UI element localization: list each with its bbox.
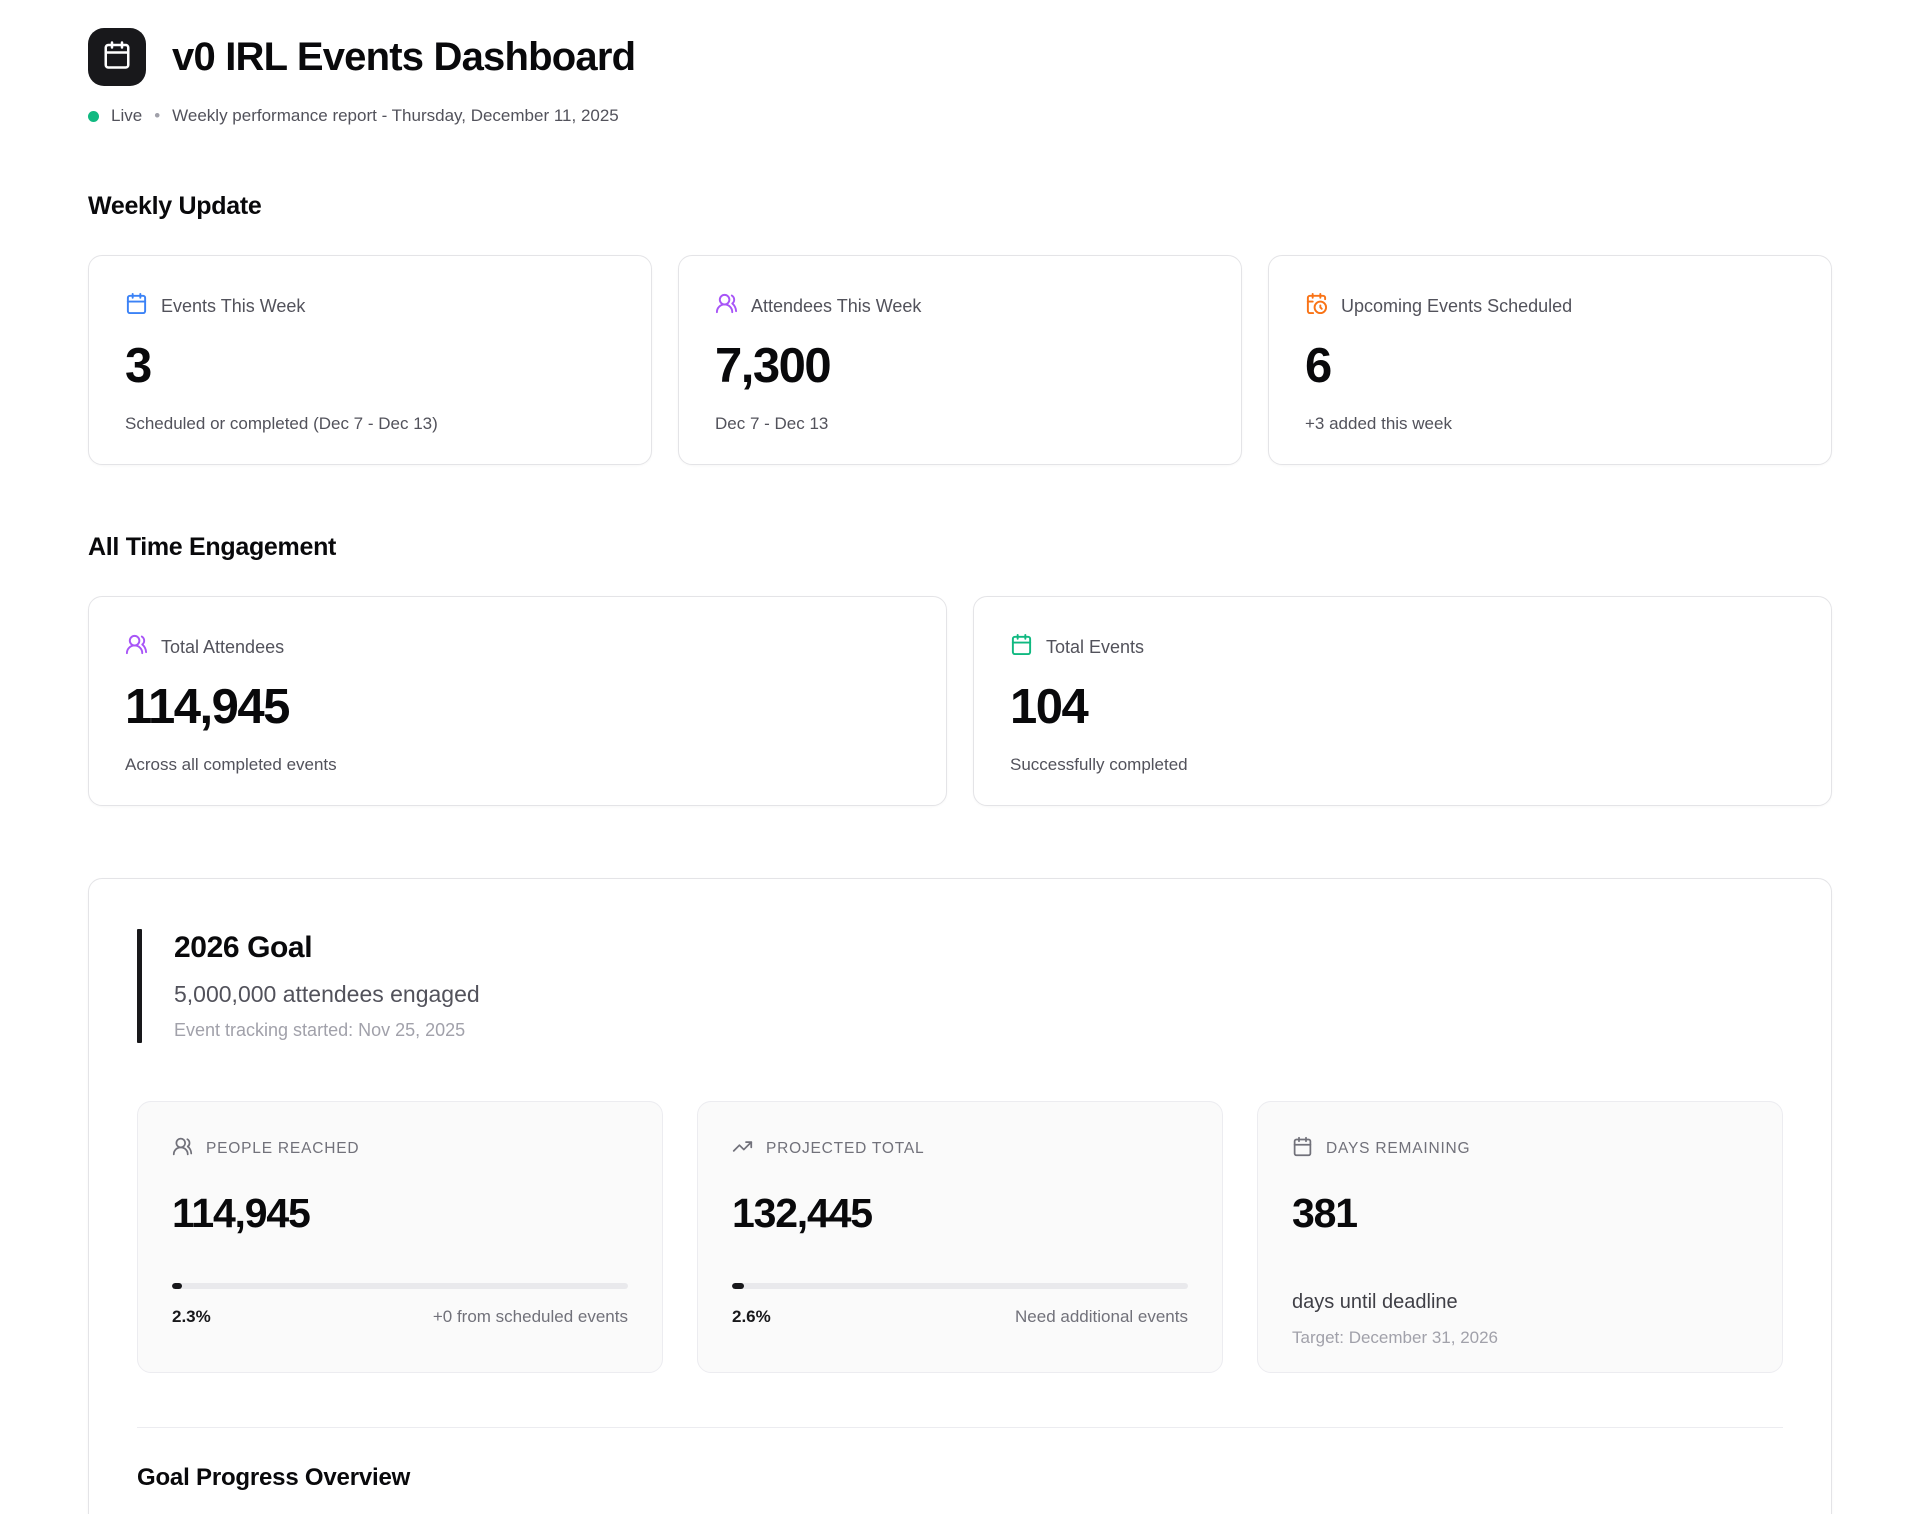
report-subtitle: Weekly performance report - Thursday, De…	[172, 106, 619, 125]
stat-card-value: 3	[125, 339, 152, 393]
progress-bar-fill	[732, 1283, 744, 1289]
metric-label-row: PEOPLE REACHED	[172, 1136, 628, 1162]
stat-card-label: Upcoming Events Scheduled	[1341, 295, 1573, 316]
progress-meta: 2.6% Need additional events	[732, 1307, 1188, 1327]
calendar-logo-icon	[102, 40, 132, 75]
stat-card-value: 7,300	[715, 339, 832, 393]
weekly-update-heading: Weekly Update	[88, 192, 262, 220]
progress-percentage: 2.3%	[172, 1307, 211, 1326]
metric-note: Target: December 31, 2026	[1292, 1328, 1499, 1347]
goal-accent-bar	[137, 929, 142, 1043]
total-events-card: Total Events 104 Successfully completed	[973, 596, 1832, 806]
weekly-update-cards: Events This Week 3 Scheduled or complete…	[88, 255, 1832, 465]
goal-header-text: 2026 Goal 5,000,000 attendees engaged Ev…	[174, 929, 480, 1043]
metric-value: 114,945	[172, 1190, 311, 1236]
metric-label: PROJECTED TOTAL	[766, 1140, 925, 1157]
app-logo	[88, 28, 146, 86]
users-icon	[125, 633, 148, 661]
goal-note: Event tracking started: Nov 25, 2025	[174, 1020, 466, 1040]
progress-meta: 2.3% +0 from scheduled events	[172, 1307, 628, 1327]
stat-card-subtext: Dec 7 - Dec 13	[715, 414, 829, 433]
stat-card-subtext: Scheduled or completed (Dec 7 - Dec 13)	[125, 414, 438, 433]
card-label-row: Total Events	[1010, 633, 1795, 661]
live-status-label: Live	[111, 106, 143, 125]
stat-card-value: 6	[1305, 339, 1332, 393]
metric-value: 132,445	[732, 1190, 873, 1236]
card-label-row: Upcoming Events Scheduled	[1305, 292, 1795, 320]
total-attendees-card: Total Attendees 114,945 Across all compl…	[88, 596, 947, 806]
card-label-row: Attendees This Week	[715, 292, 1205, 320]
all-time-heading: All Time Engagement	[88, 533, 337, 561]
stat-card-subtext: +3 added this week	[1305, 414, 1452, 433]
users-icon	[172, 1136, 193, 1162]
metric-label: PEOPLE REACHED	[206, 1140, 360, 1157]
metric-label-row: DAYS REMAINING	[1292, 1136, 1748, 1162]
projected-total-card: PROJECTED TOTAL 132,445 2.6% Need additi…	[697, 1101, 1223, 1373]
metric-subtext: days until deadline	[1292, 1291, 1458, 1313]
calendar-clock-icon	[1305, 292, 1328, 320]
live-status-dot	[88, 110, 99, 122]
divider	[137, 1427, 1783, 1428]
goal-title: 2026 Goal	[174, 931, 313, 964]
all-time-engagement-section: All Time Engagement Total Attendees 114,…	[88, 533, 1832, 806]
stat-card-value: 104	[1010, 680, 1089, 734]
stat-card-label: Total Events	[1046, 636, 1145, 657]
stat-card-label: Events This Week	[161, 295, 306, 316]
trending-up-icon	[732, 1136, 753, 1162]
progress-note: Need additional events	[1015, 1307, 1188, 1326]
status-row: Live • Weekly performance report - Thurs…	[88, 106, 1832, 126]
goal-progress-overview-heading: Goal Progress Overview	[137, 1464, 411, 1491]
weekly-update-section: Weekly Update Events This Week 3 Schedul…	[88, 192, 1832, 465]
events-this-week-card: Events This Week 3 Scheduled or complete…	[88, 255, 652, 465]
progress-bar	[732, 1283, 1188, 1289]
goal-subtitle: 5,000,000 attendees engaged	[174, 981, 480, 1007]
stat-card-label: Attendees This Week	[751, 295, 922, 316]
metric-label: DAYS REMAINING	[1326, 1140, 1471, 1157]
metric-label-row: PROJECTED TOTAL	[732, 1136, 1188, 1162]
calendar-icon	[125, 292, 148, 320]
stat-card-label: Total Attendees	[161, 636, 285, 657]
upcoming-events-card: Upcoming Events Scheduled 6 +3 added thi…	[1268, 255, 1832, 465]
page-title: v0 IRL Events Dashboard	[172, 34, 636, 79]
stat-card-value: 114,945	[125, 680, 290, 734]
separator-dot: •	[154, 106, 161, 125]
all-time-cards: Total Attendees 114,945 Across all compl…	[88, 596, 1832, 806]
goal-panel: 2026 Goal 5,000,000 attendees engaged Ev…	[88, 878, 1832, 1514]
goal-header: 2026 Goal 5,000,000 attendees engaged Ev…	[137, 929, 1783, 1043]
progress-percentage: 2.6%	[732, 1307, 771, 1326]
calendar-icon	[1010, 633, 1033, 661]
calendar-icon	[1292, 1136, 1313, 1162]
card-label-row: Total Attendees	[125, 633, 910, 661]
people-reached-card: PEOPLE REACHED 114,945 2.3% +0 from sche…	[137, 1101, 663, 1373]
progress-bar	[172, 1283, 628, 1289]
progress-note: +0 from scheduled events	[432, 1307, 628, 1326]
attendees-this-week-card: Attendees This Week 7,300 Dec 7 - Dec 13	[678, 255, 1242, 465]
metric-value: 381	[1292, 1190, 1358, 1236]
progress-bar-fill	[172, 1283, 183, 1289]
goal-metric-cards: PEOPLE REACHED 114,945 2.3% +0 from sche…	[137, 1101, 1783, 1373]
days-remaining-card: DAYS REMAINING 381 days until deadline T…	[1257, 1101, 1783, 1373]
header: v0 IRL Events Dashboard	[88, 28, 1832, 86]
stat-card-subtext: Successfully completed	[1010, 755, 1188, 774]
stat-card-subtext: Across all completed events	[125, 755, 337, 774]
users-icon	[715, 292, 738, 320]
card-label-row: Events This Week	[125, 292, 615, 320]
